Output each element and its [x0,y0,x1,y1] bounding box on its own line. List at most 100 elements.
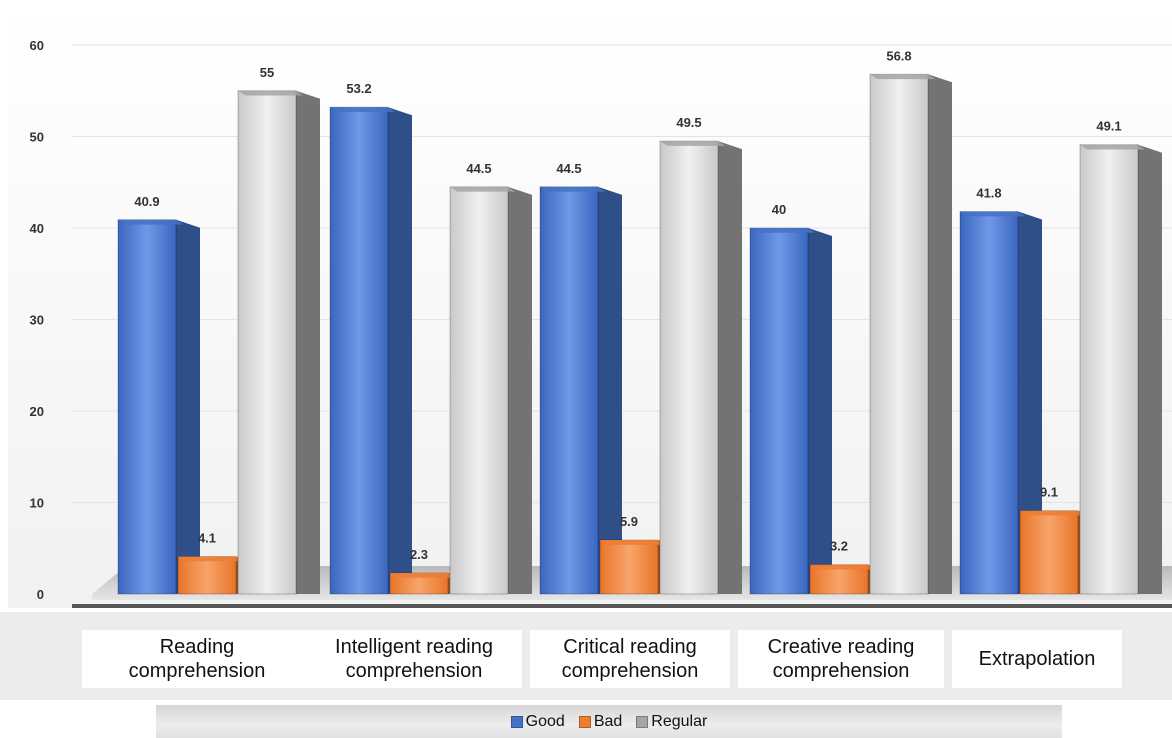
bar-side [508,186,532,594]
bar-front [599,539,659,595]
category-label-1: Reading comprehension [82,630,312,688]
data-label-bad-3: 5.9 [620,514,638,529]
bar-top [1020,510,1086,516]
category-label-4: Creative reading comprehension [738,630,944,688]
bar-side-shade [928,74,952,594]
legend-swatch-bad [578,715,591,728]
bar-side-shade [176,219,200,594]
bar-top [118,219,184,225]
bar-side [808,228,832,594]
category-label-5: Extrapolation [952,630,1122,688]
bar-side [176,219,200,594]
bar-regular-1 [237,90,320,595]
bar-good-2 [329,106,412,595]
bar-regular-4 [869,73,952,595]
data-label-bad-2: 2.3 [410,547,428,562]
data-label-good-5: 41.8 [976,186,1001,201]
data-label-good-2: 53.2 [346,81,371,96]
data-label-regular-2: 44.5 [466,161,491,176]
bar-side [296,90,320,594]
bar-side [718,141,742,594]
bar-regular-3 [659,140,742,595]
bars [117,73,1162,595]
legend: Good Bad Regular [156,705,1062,738]
bar-top [660,141,726,146]
y-tick-30: 30 [30,313,44,328]
y-tick-50: 50 [30,130,44,145]
data-label-regular-4: 56.8 [886,48,911,63]
bar-side-shade [808,228,832,594]
bar-top [238,90,304,96]
data-label-good-4: 40 [772,202,786,217]
bar-top [750,228,816,233]
bar-side [1018,211,1042,594]
bar-side-shade [1018,211,1042,594]
bar-front [539,186,599,595]
bar-side-shade [388,107,412,594]
data-label-bad-4: 3.2 [830,539,848,554]
bar-regular-5 [1079,144,1162,595]
bar-good-5 [959,211,1042,595]
legend-item-good: Good [507,713,569,731]
y-tick-40: 40 [30,221,44,236]
legend-label-regular: Regular [651,712,708,730]
bar-top [1080,144,1146,150]
bar-front [1019,510,1079,595]
y-tick-10: 10 [30,496,44,511]
bar-front [117,219,177,595]
bar-top [960,211,1026,217]
bar-side-shade [1138,144,1162,595]
y-axis-ticks: 0 10 20 30 40 50 60 [30,38,44,602]
category-label-2: Intelligent reading comprehension [306,630,522,688]
bar-side-shade [598,186,622,594]
bar-side [388,107,412,594]
legend-item-bad: Bad [575,713,626,731]
legend-swatch-good [510,715,523,728]
bar-side [1138,144,1162,595]
bar-top [810,564,876,570]
legend-item-regular: Regular [632,713,711,731]
bar-front [659,140,719,595]
bar-front [177,555,237,595]
bar-top [390,572,456,578]
bar-front [869,73,929,595]
bar-side-shade [508,186,532,594]
bar-side [928,74,952,594]
bar-top [540,186,606,192]
y-tick-20: 20 [30,404,44,419]
bar-front [329,106,389,595]
bar-side-shade [296,90,320,594]
data-label-bad-1: 4.1 [198,530,216,545]
bar-good-3 [539,186,622,595]
y-tick-0: 0 [37,587,44,602]
bar-good-1 [117,219,200,595]
bar-front [237,90,297,595]
bar-front [749,227,809,595]
bar-front [959,211,1019,595]
bar-front [1079,144,1139,595]
legend-swatch-regular [636,715,649,728]
bar-top [178,556,244,562]
data-label-good-1: 40.9 [134,194,159,209]
bar-good-4 [749,227,832,595]
data-labels: 40.9 53.2 44.5 40 41.8 4.1 2.3 5.9 3.2 9.1 55 44.5 4… [134,48,1121,562]
bar-regular-2 [449,186,532,595]
legend-label-bad: Bad [593,712,623,730]
category-label-3: Critical reading comprehension [530,630,730,688]
y-tick-60: 60 [30,38,44,53]
data-label-bad-5: 9.1 [1040,485,1058,500]
bar-side-shade [718,141,742,594]
bar-top [870,74,936,80]
bar-front [449,186,509,595]
bar-top [330,107,396,113]
bar-top [450,186,516,192]
data-label-regular-3: 49.5 [676,115,701,130]
data-label-regular-5: 49.1 [1096,119,1121,134]
bar-front [809,564,869,595]
bar-side [598,186,622,594]
data-label-good-3: 44.5 [556,161,581,176]
legend-label-good: Good [525,712,565,730]
bar-top [600,540,666,545]
data-label-regular-1: 55 [260,65,274,80]
